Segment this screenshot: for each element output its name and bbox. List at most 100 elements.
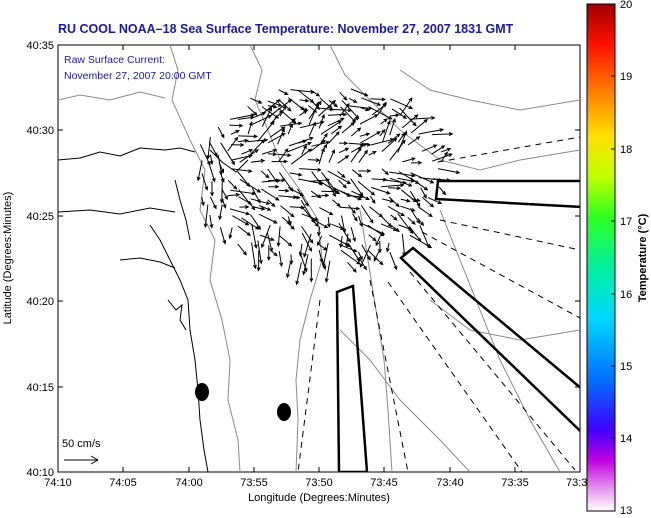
current-vector-arrow	[441, 147, 452, 153]
current-vector-arrow	[309, 258, 314, 283]
y-tick-label: 40:30	[26, 125, 54, 137]
current-vector-arrow	[206, 137, 211, 160]
current-vector-arrow	[399, 107, 417, 127]
current-vector-arrow	[382, 120, 391, 143]
current-vector-arrow	[239, 204, 250, 209]
current-vector-arrow	[381, 168, 389, 176]
current-vector-arrow	[261, 224, 271, 249]
current-vector-arrow	[260, 99, 281, 116]
current-vector-arrow	[427, 197, 443, 204]
x-tick-label: 73:50	[305, 477, 333, 489]
y-axis: 40:35 40:30 40:25 40:20 40:15 40:10 Lati…	[2, 40, 580, 479]
colorbar-tick: 19	[620, 71, 632, 83]
current-vector-arrow	[287, 117, 296, 126]
current-vector-arrow	[340, 249, 361, 265]
colorbar-tick: 14	[620, 433, 632, 445]
current-vector-arrow	[329, 108, 353, 113]
current-vector-arrow	[270, 98, 293, 116]
current-vector-arrow	[399, 97, 413, 116]
current-vector-arrow	[391, 108, 408, 119]
current-vectors	[196, 88, 461, 286]
current-vector-arrow	[285, 262, 291, 279]
current-vector-arrow	[437, 168, 461, 175]
current-vector-arrow	[250, 139, 266, 155]
colorbar-gradient	[586, 3, 616, 512]
current-vector-arrow	[310, 139, 326, 152]
y-tick-label: 40:15	[26, 382, 54, 394]
x-tick-label: 73:35	[501, 477, 529, 489]
current-vector-arrow	[290, 148, 313, 165]
current-vector-arrow	[390, 98, 414, 109]
colorbar-tick: 20	[620, 0, 632, 11]
current-vector-arrow	[351, 143, 368, 153]
current-vector-arrow	[381, 183, 405, 188]
current-vector-arrow	[391, 225, 400, 233]
current-vector-arrow	[359, 132, 371, 137]
current-vector-arrow	[417, 206, 433, 218]
current-vector-arrow	[287, 123, 293, 135]
current-vector-arrow	[320, 120, 342, 135]
current-vector-arrow	[379, 214, 393, 228]
buoy-marker	[195, 383, 209, 401]
current-vector-arrow	[388, 186, 402, 191]
current-vector-arrow	[203, 204, 209, 229]
current-vector-arrow	[387, 205, 406, 217]
current-vector-arrow	[289, 254, 294, 265]
x-tick-label: 73:3	[566, 477, 587, 489]
current-vector-arrow	[257, 240, 263, 265]
bathymetry-contours	[58, 45, 580, 472]
current-vector-arrow	[417, 217, 425, 227]
current-vector-arrow	[358, 168, 372, 173]
current-vector-arrow	[309, 98, 321, 110]
current-vector-arrow	[390, 113, 400, 118]
current-vector-arrow	[295, 262, 302, 286]
current-vector-arrow	[347, 243, 361, 262]
current-vector-arrow	[379, 128, 386, 137]
polygon-southeast	[399, 246, 580, 433]
current-vector-arrow	[351, 127, 362, 137]
current-vector-arrow	[338, 179, 347, 189]
current-vector-arrow	[251, 224, 258, 249]
current-vector-arrow	[196, 160, 203, 182]
current-vector-arrow	[339, 102, 350, 117]
current-vector-arrow	[241, 217, 260, 230]
current-vector-arrow	[201, 196, 205, 207]
y-tick-label: 40:10	[26, 467, 54, 479]
current-vector-arrow	[221, 197, 227, 209]
current-vector-arrow	[350, 88, 369, 97]
current-vector-arrow	[250, 214, 261, 230]
current-vector-arrow	[390, 214, 398, 221]
current-vector-arrow	[367, 224, 385, 237]
current-vector-arrow	[301, 144, 307, 155]
current-vector-arrow	[227, 180, 238, 190]
x-tick-label: 74:00	[175, 477, 203, 489]
current-vector-arrow	[229, 208, 251, 216]
coastline	[58, 147, 249, 472]
current-vector-arrow	[321, 189, 339, 194]
current-vector-arrow	[407, 217, 416, 225]
current-vector-arrow	[247, 121, 253, 135]
current-vector-arrow	[217, 126, 225, 139]
current-vector-arrow	[368, 234, 377, 242]
current-vector-arrow	[350, 227, 356, 243]
current-vector-arrow	[381, 137, 398, 152]
current-vector-arrow	[350, 178, 364, 197]
colorbar-tick: 13	[620, 505, 632, 517]
current-vector-arrow	[420, 187, 427, 199]
current-vector-arrow	[407, 136, 421, 146]
current-vector-arrow	[210, 181, 215, 197]
current-vector-arrow	[308, 121, 316, 137]
current-vector-arrow	[331, 199, 341, 207]
current-vector-arrow	[359, 114, 379, 125]
current-vector-arrow	[239, 178, 262, 193]
current-vector-arrow	[348, 97, 358, 103]
current-vector-arrow	[251, 187, 261, 204]
x-tick-label: 73:55	[240, 477, 268, 489]
colorbar-tick: 15	[620, 361, 632, 373]
current-vector-arrow	[411, 198, 421, 202]
current-vector-arrow	[267, 152, 278, 157]
current-vector-arrow	[297, 188, 309, 207]
current-vector-arrow	[287, 216, 292, 226]
current-vector-arrow	[331, 125, 343, 135]
